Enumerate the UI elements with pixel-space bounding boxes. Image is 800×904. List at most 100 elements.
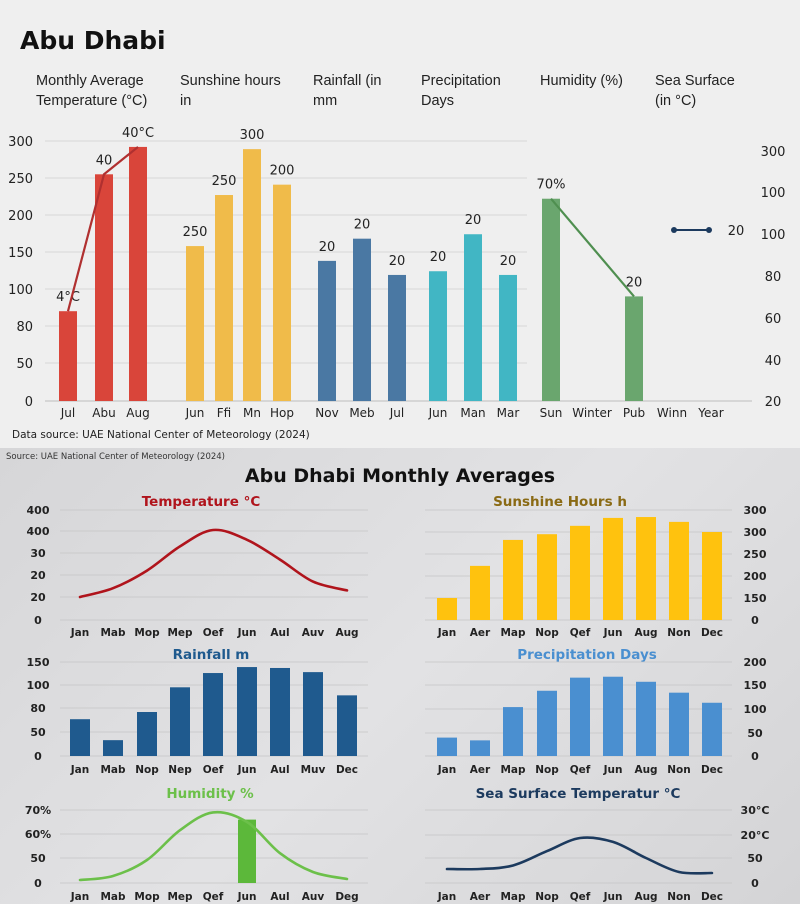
bar xyxy=(388,274,406,401)
x-tick-label: Mab xyxy=(100,627,126,639)
right-y-tick-label: 80 xyxy=(765,270,782,285)
x-tick-label: Map xyxy=(500,627,526,639)
x-tick-label: Auv xyxy=(302,627,325,639)
column-header: Precipitation Days xyxy=(421,71,501,111)
x-tick-label: Aug xyxy=(335,627,358,639)
x-tick-label: Aug xyxy=(634,764,657,776)
right-y-tick-label: 20 xyxy=(765,395,782,410)
y-tick-label: 400 xyxy=(27,525,50,538)
x-tick-label: Aug xyxy=(126,406,149,420)
x-tick-label: Aug xyxy=(634,627,657,639)
x-tick-label: Map xyxy=(500,764,526,776)
bar-value-label: 20 xyxy=(500,254,517,269)
y-tick-label: 0 xyxy=(34,614,42,627)
bar-value-label: 20 xyxy=(465,213,482,228)
x-tick-label: Nop xyxy=(535,764,559,776)
x-tick-label: Mar xyxy=(497,406,520,420)
x-tick-label: Jun xyxy=(428,406,448,420)
y-tick-label: 50 xyxy=(30,852,46,865)
column-header-line: in xyxy=(180,93,192,109)
highlight-bar xyxy=(238,819,256,883)
x-tick-label: Nov xyxy=(315,406,338,420)
column-header: Sea Surface (in °C) xyxy=(655,71,735,111)
x-tick-label: Ffi xyxy=(217,406,231,420)
trend-line xyxy=(66,146,139,312)
bar xyxy=(625,296,643,401)
bar xyxy=(243,149,261,401)
x-tick-label: Jan xyxy=(437,891,456,903)
x-tick-label: Mab xyxy=(100,891,126,903)
column-header-line: Temperature (°C) xyxy=(36,93,148,109)
column-header-line: mm xyxy=(313,93,338,109)
x-tick-label: Dec xyxy=(701,627,723,639)
bar-value-label: 70% xyxy=(537,178,566,193)
bar xyxy=(437,737,457,756)
y-tick-label: 80 xyxy=(16,320,33,335)
bar xyxy=(129,146,147,401)
x-tick-label: Jun xyxy=(603,891,623,903)
x-tick-label: Jul xyxy=(60,406,75,420)
x-tick-label: Jan xyxy=(70,627,89,639)
bar xyxy=(470,740,490,756)
chart-title: Precipitation Days xyxy=(517,647,657,663)
bar xyxy=(429,271,447,401)
bar-value-label: 40 xyxy=(96,153,113,168)
y-tick-label: 150 xyxy=(8,246,33,261)
x-tick-label: Oef xyxy=(203,764,224,776)
right-y-tick-label: 100 xyxy=(761,186,786,201)
bar xyxy=(570,677,590,756)
bar xyxy=(603,517,623,620)
bar-value-label: 20 xyxy=(389,254,406,269)
y-tick-label: 300 xyxy=(744,526,767,539)
bar xyxy=(669,692,689,756)
column-header: Humidity (%) xyxy=(540,71,623,91)
bar xyxy=(337,695,357,756)
x-tick-label: Jun xyxy=(603,764,623,776)
y-tick-label: 50 xyxy=(747,852,763,865)
bar xyxy=(669,521,689,620)
bar xyxy=(702,532,722,620)
x-tick-label: Jun xyxy=(603,627,623,639)
y-tick-label: 50 xyxy=(747,727,763,740)
y-tick-label: 20 xyxy=(30,569,46,582)
bar xyxy=(353,238,371,401)
y-tick-label: 0 xyxy=(34,877,42,890)
x-tick-label: Aul xyxy=(270,891,289,903)
y-tick-label: 250 xyxy=(8,172,33,187)
column-header: Rainfall (in mm xyxy=(313,71,382,111)
x-tick-label: Dec xyxy=(336,764,358,776)
x-tick-label: Jan xyxy=(437,764,456,776)
bar-value-label: 250 xyxy=(212,174,237,189)
x-tick-label: Deg xyxy=(335,891,358,903)
column-header: Monthly Average Temperature (°C) xyxy=(36,71,147,111)
x-tick-label: Man xyxy=(460,406,485,420)
bar xyxy=(303,672,323,756)
x-tick-label: Jan xyxy=(70,891,89,903)
bar xyxy=(499,274,517,401)
x-tick-label: Aul xyxy=(270,764,289,776)
y-tick-label: 80 xyxy=(30,702,46,715)
x-tick-label: Aer xyxy=(470,891,491,903)
y-tick-label: 0 xyxy=(751,750,759,763)
y-tick-label: 150 xyxy=(744,679,767,692)
bar xyxy=(636,681,656,756)
y-tick-label: 200 xyxy=(8,209,33,224)
y-tick-label: 0 xyxy=(751,614,759,627)
bar xyxy=(318,260,336,401)
bar xyxy=(537,690,557,756)
bar xyxy=(537,534,557,620)
bar xyxy=(95,174,113,401)
chart-title: Sea Surface Temperatur °C xyxy=(476,786,681,802)
x-tick-label: Dec xyxy=(701,891,723,903)
x-tick-label: Year xyxy=(697,406,723,420)
x-tick-label: Qef xyxy=(570,891,591,903)
y-tick-label: 100 xyxy=(8,283,33,298)
bar xyxy=(170,687,190,756)
x-tick-label: Nop xyxy=(535,627,559,639)
series-line xyxy=(445,836,714,875)
x-tick-label: Mop xyxy=(134,627,160,639)
y-tick-label: 0 xyxy=(751,877,759,890)
trend-line xyxy=(550,198,635,298)
bar xyxy=(503,539,523,620)
